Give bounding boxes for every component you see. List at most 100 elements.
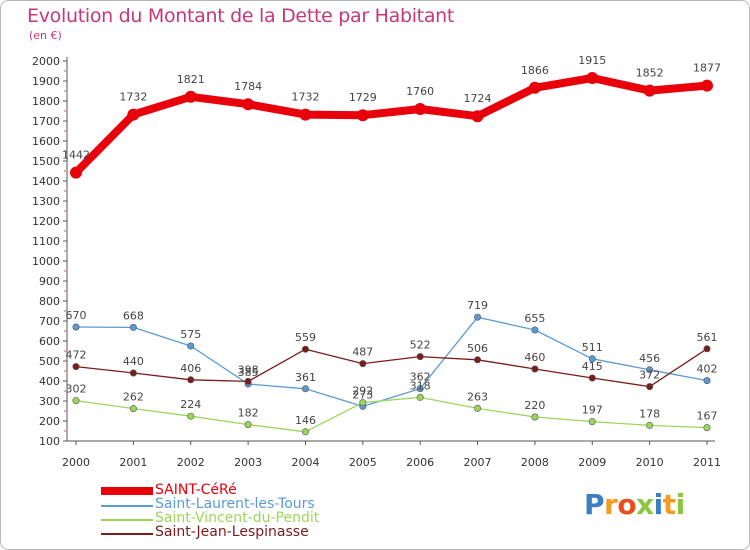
data-label: 472 [66,349,87,362]
y-tick-label: 900 [39,275,60,288]
y-tick-label: 1600 [32,135,60,148]
logo-letter: t [662,488,676,521]
data-point [646,366,654,374]
data-point [301,385,309,393]
data-label: 1784 [234,80,262,93]
data-point [72,363,80,371]
data-point [588,355,596,363]
data-label: 460 [524,351,545,364]
data-point [701,79,713,92]
data-point [129,405,137,413]
data-point [703,424,711,432]
x-tick-label: 2008 [521,456,549,469]
legend-swatch-saint-cere [101,487,153,495]
data-point [474,356,482,364]
series-line [75,396,708,433]
x-tick-label: 2002 [177,456,205,469]
data-point [72,397,80,405]
data-label: 1852 [636,67,664,80]
data-label: 302 [66,383,87,396]
y-tick-label: 1200 [32,215,60,228]
data-label: 361 [295,371,316,384]
data-label: 402 [697,363,718,376]
data-point [72,323,80,331]
data-label: 263 [467,390,488,403]
data-point [703,345,711,353]
data-point [416,353,424,361]
data-point [414,103,427,115]
legend-swatch-saint-jean [101,533,153,535]
data-point [187,376,195,384]
logo-letter: P [584,488,605,521]
data-label: 178 [639,407,660,420]
y-tick-label: 1800 [32,95,60,108]
x-tick-label: 2005 [349,456,377,469]
chart-title: Evolution du Montant de la Dette par Hab… [27,5,455,27]
data-label: 506 [467,342,488,355]
data-label: 668 [123,309,144,322]
data-point [244,421,252,429]
data-point [129,369,137,377]
data-point [184,90,197,103]
y-tick-label: 600 [39,335,60,348]
data-label: 511 [582,341,603,354]
data-point [127,108,140,121]
data-point [528,81,541,94]
data-label: 372 [639,369,660,382]
data-label: 1760 [406,85,434,98]
proxiti-logo: Proxiti [584,488,685,521]
data-label: 262 [123,391,144,404]
data-label: 273 [352,388,373,401]
data-label: 385 [238,366,259,379]
logo-letter: r [604,488,618,521]
data-point [187,412,195,420]
data-point [244,377,252,385]
legend-swatch-saint-laurent [101,505,153,507]
series-line [75,316,708,408]
data-label: 559 [295,331,316,344]
data-point [301,428,309,436]
data-label: 406 [180,362,201,375]
x-tick-label: 2000 [62,456,90,469]
data-label: 456 [639,352,660,365]
data-label: 415 [582,360,603,373]
data-point [359,399,367,407]
data-label: 655 [524,312,545,325]
data-point [471,110,484,123]
y-tick-label: 400 [39,375,60,388]
data-label: 182 [238,407,259,420]
chart-subtitle: (en €) [29,29,62,42]
data-label: 1877 [693,62,721,75]
legend-label-saint-jean: Saint-Jean-Lespinasse [155,524,309,540]
legend-label-saint-vincent: Saint-Vincent-du-Pendit [155,510,320,526]
x-tick-label: 2007 [464,456,492,469]
x-tick-label: 2004 [291,456,319,469]
x-tick-label: 2001 [119,456,147,469]
data-label: 362 [410,371,431,384]
data-label: 522 [410,339,431,352]
data-label: 1732 [119,91,147,104]
y-tick-label: 2000 [32,55,60,68]
data-point [646,383,654,391]
y-tick-label: 1100 [32,235,60,248]
logo-letter: i [675,488,686,521]
logo-letter: i [653,488,664,521]
y-tick-label: 100 [39,435,60,448]
x-tick-label: 2006 [406,456,434,469]
data-point [187,342,195,350]
y-tick-label: 1400 [32,175,60,188]
data-point [242,98,255,111]
y-tick-label: 1700 [32,115,60,128]
data-point [129,323,137,331]
data-label: 487 [352,346,373,359]
data-point [416,393,424,401]
data-point [416,385,424,393]
data-label: 220 [524,399,545,412]
data-point [586,72,599,84]
data-label: 398 [238,363,259,376]
data-point [646,421,654,429]
logo-letter: x [636,488,654,521]
data-point [299,108,312,121]
